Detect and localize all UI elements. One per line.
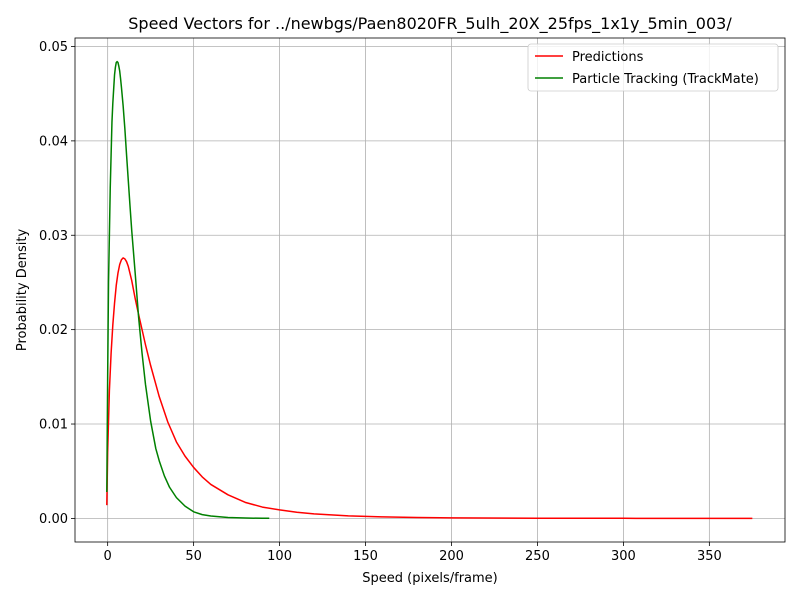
- x-tick-label: 50: [185, 549, 202, 564]
- x-tick-label: 100: [267, 549, 292, 564]
- x-axis-label: Speed (pixels/frame): [362, 571, 498, 586]
- legend-label-predictions: Predictions: [572, 50, 644, 65]
- x-tick-label: 150: [353, 549, 378, 564]
- y-tick-label: 0.02: [39, 323, 68, 338]
- grid: [75, 38, 785, 542]
- y-tick-label: 0.05: [39, 40, 68, 55]
- trackmate-curve: [106, 60, 270, 520]
- legend-box: [527, 43, 779, 92]
- y-tick-label: 0.03: [39, 229, 68, 244]
- y-tick-label: 0.04: [39, 134, 68, 149]
- curves: [106, 60, 753, 520]
- y-axis-label: Probability Density: [15, 229, 30, 352]
- legend-label-trackmate: Particle Tracking (TrackMate): [572, 72, 759, 87]
- plot-frame: [74, 37, 786, 543]
- chart-title: Speed Vectors for ../newbgs/Paen8020FR_5…: [128, 14, 732, 34]
- x-tick-label: 300: [611, 549, 636, 564]
- legend: Predictions Particle Tracking (TrackMate…: [527, 43, 779, 92]
- x-tick-label: 250: [525, 549, 550, 564]
- y-tick-label: 0.01: [39, 418, 68, 433]
- y-tick-label: 0.00: [39, 512, 68, 527]
- x-tick-label: 0: [104, 549, 112, 564]
- x-tick-label: 200: [439, 549, 464, 564]
- predictions-curve: [106, 257, 753, 520]
- axis-ticks: 0 50 100 150 200 250 300 350 0.00 0.01 0.02 0.03 0.0…: [39, 40, 722, 564]
- x-tick-label: 350: [697, 549, 722, 564]
